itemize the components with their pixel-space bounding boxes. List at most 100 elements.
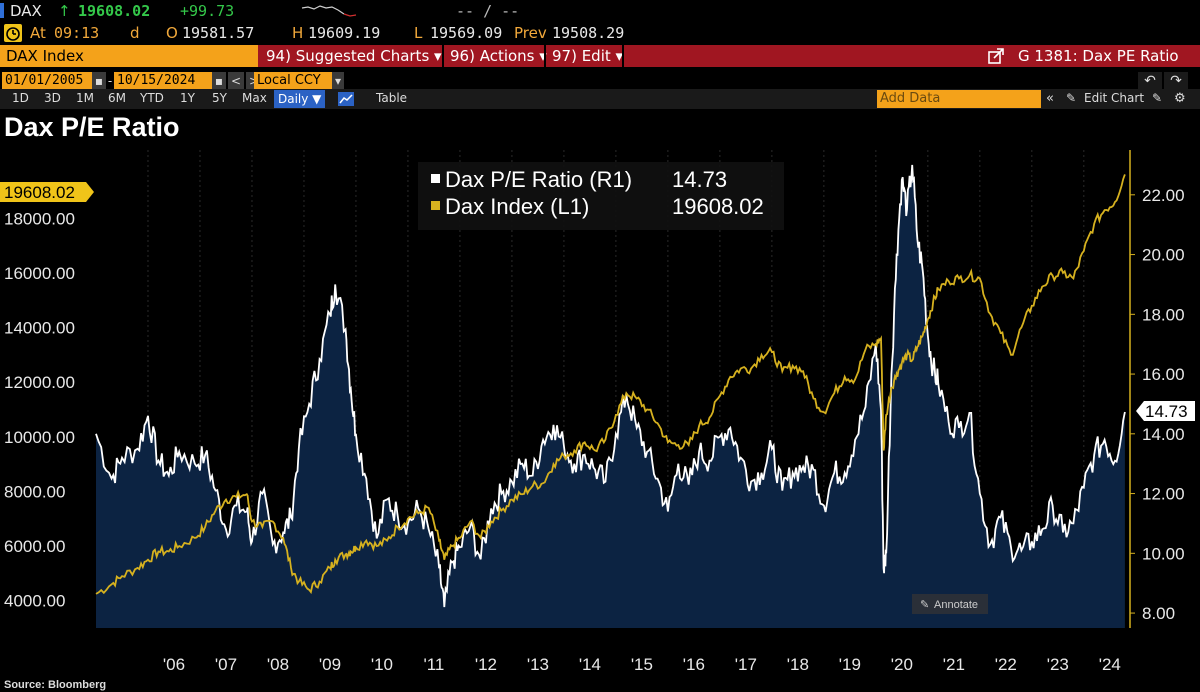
- right-tick-label: 20.00: [1142, 246, 1185, 265]
- x-tick-label: '14: [579, 655, 601, 674]
- prev-period-button[interactable]: <: [228, 72, 244, 90]
- frequency-select[interactable]: Daily ▼: [274, 90, 326, 108]
- period-ytd[interactable]: YTD: [140, 91, 164, 105]
- period-1d[interactable]: 1D: [12, 91, 29, 105]
- period-6m[interactable]: 6M: [108, 91, 126, 105]
- suggested-charts-menu[interactable]: 94) Suggested Charts ▾: [266, 47, 442, 65]
- up-arrow-icon: ↑: [58, 2, 71, 20]
- legend-pe-value: 14.73: [672, 167, 727, 192]
- prev-label: Prev: [514, 24, 547, 42]
- pencil-icon: ✎: [1066, 91, 1077, 105]
- x-tick-label: '17: [735, 655, 757, 674]
- left-tick-label: 4000.00: [4, 592, 65, 611]
- left-tick-label: 14000.00: [4, 319, 75, 338]
- pe-area-fill: [96, 164, 1125, 628]
- chevron-down-icon[interactable]: ▾: [332, 72, 344, 90]
- left-tick-label: 8000.00: [4, 482, 65, 501]
- x-tick-label: '08: [267, 655, 289, 674]
- edit-chart-button[interactable]: Edit Chart: [1084, 91, 1145, 105]
- settings-icon[interactable]: ⚙: [1174, 91, 1186, 106]
- ticker-symbol[interactable]: DAX: [10, 2, 42, 20]
- prev-value: 19508.29: [552, 24, 625, 42]
- toolbar-divider: [622, 45, 624, 67]
- toolbar-divider: [544, 45, 546, 67]
- period-1m[interactable]: 1M: [76, 91, 94, 105]
- add-data-input[interactable]: Add Data: [877, 90, 1041, 108]
- x-tick-label: '20: [891, 655, 913, 674]
- popout-icon[interactable]: [988, 48, 1004, 64]
- x-tick-label: '21: [943, 655, 965, 674]
- line-chart-icon[interactable]: [338, 92, 354, 106]
- x-tick-label: '10: [371, 655, 393, 674]
- x-tick-label: '24: [1099, 655, 1121, 674]
- period-3d[interactable]: 3D: [44, 91, 61, 105]
- pe-ratio-line: [95, 164, 1126, 608]
- x-tick-label: '19: [839, 655, 861, 674]
- date-range-row: 01/01/2005 ▪ - 10/15/2024 ▪ < > Local CC…: [0, 71, 1200, 91]
- low-value: 19569.09: [430, 24, 503, 42]
- left-last-value: 19608.02: [4, 183, 75, 202]
- quote-time: 09:13: [54, 24, 100, 42]
- edit-box-icon[interactable]: ✎: [1152, 91, 1163, 105]
- x-tick-label: '07: [215, 655, 237, 674]
- page-title: G 1381: Dax PE Ratio: [1018, 47, 1179, 65]
- legend-dax-value: 19608.02: [672, 194, 764, 219]
- redo-icon[interactable]: ↷: [1164, 72, 1188, 90]
- left-tick-label: 18000.00: [4, 209, 75, 228]
- left-tick-label: 16000.00: [4, 264, 75, 283]
- right-tick-label: 16.00: [1142, 365, 1185, 384]
- edit-menu[interactable]: 97) Edit ▾: [552, 47, 624, 65]
- left-tick-label: 6000.00: [4, 537, 65, 556]
- bid-ask: -- / --: [456, 2, 520, 20]
- end-calendar-icon[interactable]: ▪: [212, 72, 226, 90]
- clock-icon: [4, 24, 22, 42]
- axis-ticks: '06 '07 '08 '09 '10 '11 '12 '13 '14 '15 '16 '17 '18 '…: [4, 186, 1185, 674]
- open-label: O: [166, 24, 178, 42]
- period-1y[interactable]: 1Y: [180, 91, 195, 105]
- legend-pe-label: Dax P/E Ratio (R1): [445, 167, 632, 192]
- at-label: At: [30, 24, 46, 42]
- ticker-row: DAX ↑ 19608.02 +99.73 -- / --: [0, 0, 1200, 22]
- x-tick-label: '12: [475, 655, 497, 674]
- quote-d: d: [130, 24, 140, 42]
- date-dash: -: [106, 72, 114, 90]
- x-tick-label: '15: [631, 655, 653, 674]
- low-label: L: [414, 24, 423, 42]
- period-max[interactable]: Max: [242, 91, 267, 105]
- left-tick-label: 12000.00: [4, 373, 75, 392]
- table-tab[interactable]: Table: [376, 91, 408, 105]
- start-date-input[interactable]: 01/01/2005: [2, 72, 92, 90]
- right-last-value: 14.73: [1145, 402, 1188, 421]
- actions-menu[interactable]: 96) Actions ▾: [450, 47, 547, 65]
- x-tick-label: '22: [995, 655, 1017, 674]
- legend-pe-swatch: [431, 174, 440, 183]
- toolbar-divider: [442, 45, 444, 67]
- annotate-button[interactable]: ✎ Annotate: [912, 594, 988, 614]
- legend-dax-label: Dax Index (L1): [445, 194, 589, 219]
- open-value: 19581.57: [182, 24, 255, 42]
- x-tick-label: '16: [683, 655, 705, 674]
- x-tick-label: '23: [1047, 655, 1069, 674]
- end-date-input[interactable]: 10/15/2024: [114, 72, 212, 90]
- left-tick-label: 10000.00: [4, 428, 75, 447]
- right-tick-label: 8.00: [1142, 604, 1175, 623]
- legend-dax-swatch: [431, 201, 440, 210]
- period-5y[interactable]: 5Y: [212, 91, 227, 105]
- high-label: H: [292, 24, 304, 42]
- last-price: 19608.02: [78, 2, 151, 20]
- quote-row: At 09:13 d O 19581.57 H 19609.19 L 19569…: [0, 22, 1200, 44]
- x-tick-label: '18: [787, 655, 809, 674]
- dax-index-line: [95, 174, 1126, 595]
- currency-select[interactable]: Local CCY: [254, 72, 332, 90]
- right-tick-label: 12.00: [1142, 485, 1185, 504]
- right-tick-label: 18.00: [1142, 305, 1185, 324]
- start-calendar-icon[interactable]: ▪: [92, 72, 106, 90]
- collapse-icon[interactable]: «: [1046, 91, 1054, 106]
- security-field[interactable]: DAX Index: [0, 45, 258, 67]
- x-tick-label: '09: [319, 655, 341, 674]
- pencil-icon: ✎: [920, 599, 929, 611]
- right-last-tag: 14.73: [1136, 401, 1195, 421]
- x-tick-label: '11: [423, 655, 444, 674]
- high-value: 19609.19: [308, 24, 381, 42]
- undo-icon[interactable]: ↶: [1138, 72, 1162, 90]
